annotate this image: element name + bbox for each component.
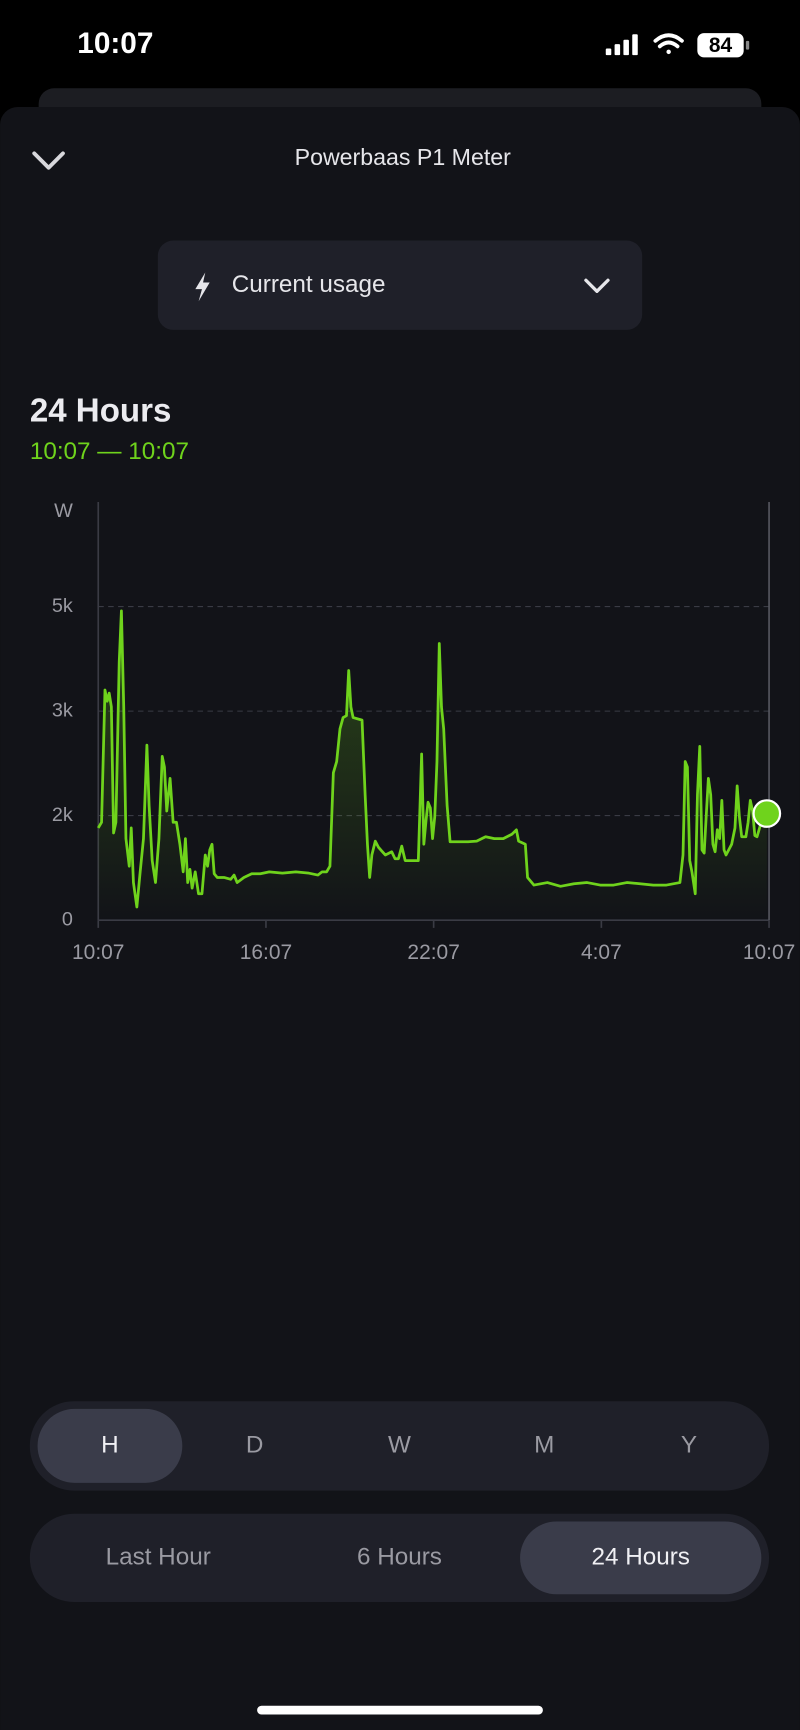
series-line xyxy=(97,609,768,909)
y-tick-label: 2k xyxy=(52,804,73,826)
current-point xyxy=(752,799,782,828)
close-chevron[interactable] xyxy=(32,151,65,170)
y-axis-label: W xyxy=(54,500,73,522)
home-indicator xyxy=(257,1705,543,1715)
y-tick-label: 0 xyxy=(62,908,73,930)
battery-tip xyxy=(745,40,750,50)
tab-selected xyxy=(37,1408,183,1483)
selector-box xyxy=(157,240,643,330)
x-tick-label: 16:07 xyxy=(240,941,292,964)
selector-chevron xyxy=(584,278,610,293)
bolt-icon xyxy=(195,272,210,302)
wifi-icon xyxy=(653,33,684,55)
status-time: 10:07 xyxy=(77,27,153,60)
battery-level: 84 xyxy=(709,34,733,57)
area xyxy=(98,610,767,921)
x-tick-label: 22:07 xyxy=(407,941,459,964)
tab-label[interactable]: M xyxy=(534,1431,554,1458)
y-tick-label: 5k xyxy=(52,595,73,617)
chart-title: 24 Hours xyxy=(30,392,172,429)
tab-label[interactable]: 24 Hours xyxy=(591,1543,689,1570)
y-tick-label: 3k xyxy=(52,699,73,721)
tab-label[interactable]: H xyxy=(101,1431,119,1458)
selector-label: Current usage xyxy=(232,271,386,298)
x-tick-label: 4:07 xyxy=(581,941,622,964)
tab-label[interactable]: W xyxy=(388,1431,411,1458)
header-title: Powerbaas P1 Meter xyxy=(295,144,512,170)
tab-selected xyxy=(520,1521,762,1595)
chart-subtitle: 10:07 — 10:07 xyxy=(30,438,189,465)
x-tick-label: 10:07 xyxy=(72,941,124,964)
tab-label[interactable]: D xyxy=(246,1431,264,1458)
usage-selector[interactable]: Current usage xyxy=(157,240,643,330)
tab-label[interactable]: Y xyxy=(681,1431,697,1458)
chart: 0 2k 3k 5k 10:07 16:07 22:07 4:07 10:07 xyxy=(52,502,795,964)
signal-icon xyxy=(605,34,638,56)
tab-label[interactable]: 6 Hours xyxy=(357,1543,442,1570)
tab-label[interactable]: Last Hour xyxy=(106,1543,211,1570)
period-tabs-bg xyxy=(29,1401,770,1491)
x-tick-label: 10:07 xyxy=(743,941,795,964)
tabs: H D W M Y Last Hour 6 Hours 24 Hours xyxy=(29,1401,770,1603)
battery-icon xyxy=(697,33,744,58)
